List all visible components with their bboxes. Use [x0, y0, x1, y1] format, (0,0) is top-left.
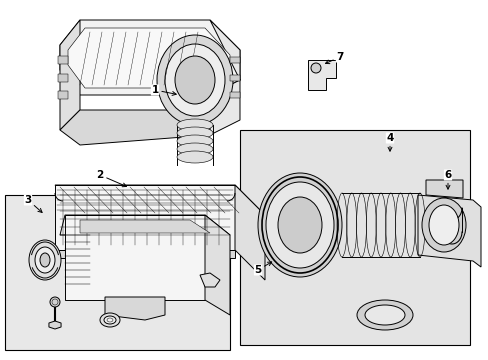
- Ellipse shape: [164, 44, 224, 116]
- Polygon shape: [60, 20, 80, 130]
- Polygon shape: [55, 185, 235, 250]
- Text: 1: 1: [151, 85, 176, 95]
- Ellipse shape: [50, 297, 60, 307]
- Ellipse shape: [364, 305, 404, 325]
- Polygon shape: [425, 180, 462, 198]
- Polygon shape: [60, 215, 229, 235]
- Ellipse shape: [310, 63, 320, 73]
- Bar: [5, 195, 229, 350]
- Ellipse shape: [177, 143, 213, 155]
- Ellipse shape: [428, 205, 458, 245]
- Ellipse shape: [265, 182, 333, 268]
- Polygon shape: [229, 75, 240, 81]
- Ellipse shape: [100, 313, 120, 327]
- Polygon shape: [229, 57, 240, 63]
- Polygon shape: [229, 92, 240, 98]
- Polygon shape: [105, 297, 164, 320]
- Text: 5: 5: [254, 262, 271, 275]
- Ellipse shape: [177, 127, 213, 139]
- Bar: [240, 130, 469, 345]
- Ellipse shape: [278, 197, 321, 253]
- Polygon shape: [60, 20, 240, 95]
- Text: 6: 6: [444, 170, 451, 189]
- Ellipse shape: [35, 247, 55, 273]
- Polygon shape: [58, 56, 68, 64]
- Polygon shape: [204, 215, 229, 315]
- Polygon shape: [60, 110, 209, 145]
- Polygon shape: [49, 321, 61, 329]
- Ellipse shape: [177, 151, 213, 163]
- Ellipse shape: [177, 135, 213, 147]
- Ellipse shape: [40, 253, 50, 267]
- Polygon shape: [307, 60, 335, 90]
- Polygon shape: [80, 220, 209, 233]
- Polygon shape: [235, 185, 264, 280]
- Polygon shape: [55, 185, 264, 215]
- Ellipse shape: [356, 300, 412, 330]
- Ellipse shape: [157, 35, 232, 125]
- Ellipse shape: [421, 198, 465, 252]
- Ellipse shape: [104, 316, 116, 324]
- Text: 2: 2: [96, 170, 126, 187]
- Text: 4: 4: [386, 133, 393, 151]
- Polygon shape: [200, 273, 220, 287]
- Polygon shape: [209, 20, 240, 135]
- Ellipse shape: [175, 56, 215, 104]
- Polygon shape: [68, 28, 229, 88]
- Text: 3: 3: [24, 195, 42, 212]
- Polygon shape: [58, 91, 68, 99]
- Ellipse shape: [258, 173, 341, 277]
- Polygon shape: [55, 250, 235, 258]
- Polygon shape: [58, 74, 68, 82]
- Text: 7: 7: [325, 52, 343, 64]
- Polygon shape: [65, 215, 204, 300]
- Ellipse shape: [29, 240, 61, 280]
- Polygon shape: [417, 195, 480, 267]
- Ellipse shape: [177, 119, 213, 131]
